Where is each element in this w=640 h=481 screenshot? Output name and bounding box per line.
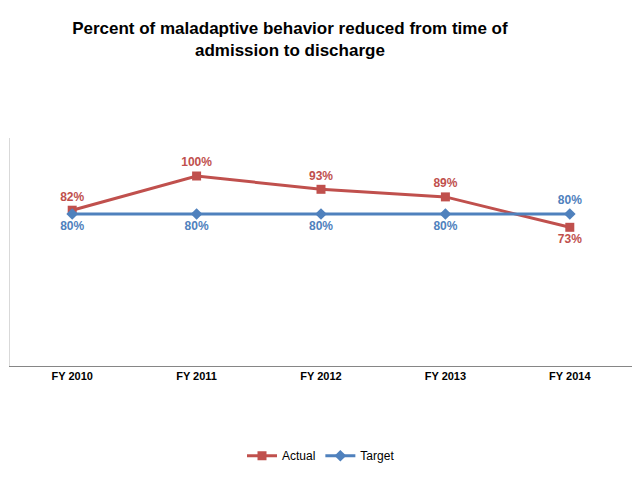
svg-text:FY 2010: FY 2010 — [52, 370, 93, 382]
svg-text:89%: 89% — [433, 176, 457, 190]
svg-text:Percent of maladaptive behavio: Percent of maladaptive behavior reduced … — [72, 19, 508, 60]
svg-text:FY 2013: FY 2013 — [425, 370, 466, 382]
svg-text:80%: 80% — [433, 219, 457, 233]
svg-text:Actual: Actual — [282, 449, 315, 463]
svg-text:FY 2014: FY 2014 — [549, 370, 591, 382]
svg-text:73%: 73% — [558, 232, 582, 246]
svg-text:FY 2011: FY 2011 — [176, 370, 217, 382]
svg-text:80%: 80% — [60, 219, 84, 233]
svg-text:80%: 80% — [185, 219, 209, 233]
svg-text:93%: 93% — [309, 169, 333, 183]
svg-text:FY 2012: FY 2012 — [300, 370, 341, 382]
svg-text:80%: 80% — [558, 193, 582, 207]
svg-text:100%: 100% — [181, 155, 212, 169]
svg-text:80%: 80% — [309, 219, 333, 233]
svg-text:Target: Target — [360, 449, 394, 463]
svg-text:82%: 82% — [60, 190, 84, 204]
